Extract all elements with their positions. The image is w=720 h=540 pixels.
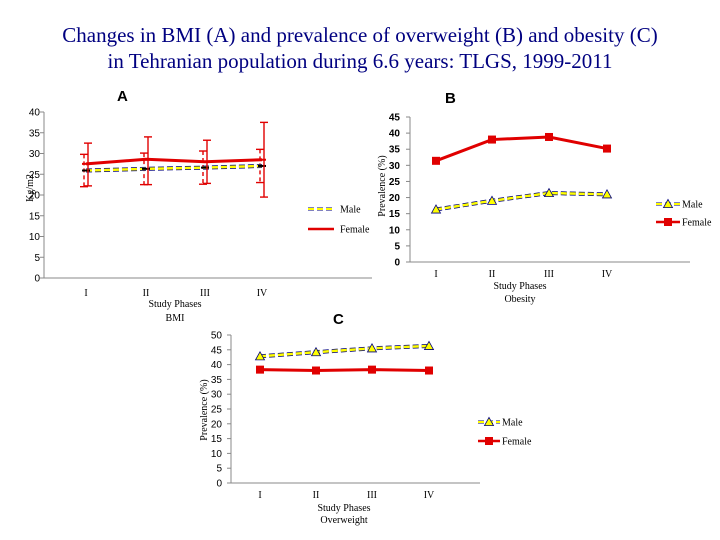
chart-c-series-male-point [254, 350, 266, 361]
chart-a-y-tick-label: 25 [29, 170, 41, 181]
chart-b-series-male-point [430, 204, 442, 214]
chart-a-x-label-2: BMI [166, 313, 185, 324]
chart-c-y-tick-label: 35 [211, 375, 223, 386]
chart-a-x-tick-label: IV [257, 288, 268, 299]
chart-b-series-female-point [545, 132, 553, 141]
chart-a-y-tick-label: 35 [29, 128, 41, 139]
chart-b-y-tick-label: 0 [394, 258, 400, 269]
chart-b-y-tick-label: 20 [389, 193, 401, 204]
chart-b-series-male-legend-marker [662, 198, 674, 209]
chart-a-y-tick-label: 30 [29, 149, 41, 160]
chart-c-x-tick-label: IV [424, 490, 435, 501]
chart-b-series-male-point [486, 195, 498, 205]
chart-b-x-label-2: Obesity [504, 294, 535, 305]
chart-b-series-male-line-outline [435, 191, 608, 212]
chart-c-series-female-legend-label: Female [502, 437, 532, 448]
panel-c-letter: C [333, 311, 344, 328]
chart-c-series-female-point [312, 366, 320, 375]
chart-b-y-tick-label: 40 [389, 129, 401, 140]
chart-c-x-tick-label: II [313, 490, 320, 501]
chart-b-y-tick-label: 25 [389, 177, 401, 188]
panel-a-letter: A [117, 88, 128, 105]
chart-b-series-female-point [488, 135, 496, 144]
chart-a-y-tick-label: 15 [29, 211, 41, 222]
chart-b-series-female-line [435, 135, 608, 163]
chart-c-series-male-point [366, 342, 378, 353]
chart-a-series-female-legend-label: Female [340, 225, 370, 236]
chart-c-series-female-legend-marker [485, 437, 493, 445]
chart-b-y-tick-label: 10 [389, 225, 401, 236]
chart-c-y-tick-label: 40 [211, 360, 223, 371]
chart-c-y-tick-label: 15 [211, 434, 223, 445]
chart-a-y-tick-label: 5 [34, 253, 40, 264]
chart-c-series-male-legend-marker [483, 416, 495, 427]
chart-c-x-tick-label: I [258, 490, 261, 501]
panel-b-letter: B [445, 90, 456, 107]
chart-a-x-tick-label: III [200, 288, 210, 299]
chart-c-series-female-point [256, 365, 264, 374]
chart-a-x-tick-label: II [143, 288, 150, 299]
chart-b-y-tick-label: 15 [389, 209, 401, 220]
chart-a-x-label: Study Phases [148, 299, 201, 310]
chart-b-series-male-point [543, 187, 555, 198]
chart-b-x-tick-label: IV [602, 269, 613, 280]
slide-title-line-2: in Tehranian population during 6.6 years… [107, 49, 613, 73]
chart-a-series-male-legend-label: Male [340, 205, 361, 216]
chart-c-y-tick-label: 5 [216, 464, 222, 475]
chart-c-y-tick-label: 10 [211, 449, 223, 460]
chart-b-y-tick-label: 30 [389, 161, 401, 172]
chart-c-series-female-point [368, 365, 376, 374]
chart-a-y-tick-label: 0 [34, 274, 40, 285]
chart-b-series-female-point [432, 156, 440, 165]
chart-b-series-male-legend-label: Male [682, 200, 703, 211]
chart-b-series-female-legend-marker [664, 218, 672, 226]
chart-c-series-female-point [425, 366, 433, 375]
chart-b-x-label: Study Phases [493, 281, 546, 292]
chart-a-series-female-line [85, 157, 263, 166]
chart-a-x-tick-label: I [84, 288, 87, 299]
chart-c-series-male-line [259, 344, 430, 358]
chart-a-y-tick-label: 20 [29, 191, 41, 202]
chart-b-series-male-point [601, 189, 613, 199]
chart-c-series-male-point [423, 340, 435, 350]
chart-c-x-label-2: Overweight [320, 515, 367, 526]
chart-c-x-tick-label: III [367, 490, 377, 501]
chart-b-y-tick-label: 45 [389, 113, 401, 124]
chart-c-y-tick-label: 20 [211, 419, 223, 430]
chart-b-series-male-line [435, 191, 608, 211]
chart-a-y-tick-label: 40 [29, 108, 41, 119]
chart-c-y-tick-label: 0 [216, 479, 222, 490]
slide-title-line-1: Changes in BMI (A) and prevalence of ove… [62, 23, 658, 47]
chart-a-y-label: Kg/m2 [25, 174, 36, 202]
chart-c-y-tick-label: 50 [211, 331, 223, 342]
chart-c-x-label: Study Phases [317, 503, 370, 514]
slide-title: Changes in BMI (A) and prevalence of ove… [0, 22, 720, 74]
chart-b-x-tick-label: I [434, 269, 437, 280]
chart-c-y-tick-label: 30 [211, 390, 223, 401]
chart-a-series-male-line [85, 164, 263, 172]
chart-c-series-male-point [310, 346, 322, 357]
chart-b-x-tick-label: II [489, 269, 496, 280]
chart-b-series-female-point [603, 144, 611, 153]
chart-b-x-tick-label: III [544, 269, 554, 280]
chart-b-y-label: Prevalence (%) [377, 155, 388, 216]
chart-a-y-tick-label: 10 [29, 232, 41, 243]
chart-c-series-male-legend-label: Male [502, 418, 523, 429]
chart-c-y-tick-label: 45 [211, 345, 223, 356]
chart-b-series-female-legend-label: Female [682, 218, 712, 229]
chart-b-y-tick-label: 35 [389, 145, 401, 156]
chart-c-series-female-line [259, 368, 430, 373]
chart-c-y-tick-label: 25 [211, 405, 223, 416]
chart-c-y-label: Prevalence (%) [199, 379, 210, 440]
chart-b-y-tick-label: 5 [394, 241, 400, 252]
